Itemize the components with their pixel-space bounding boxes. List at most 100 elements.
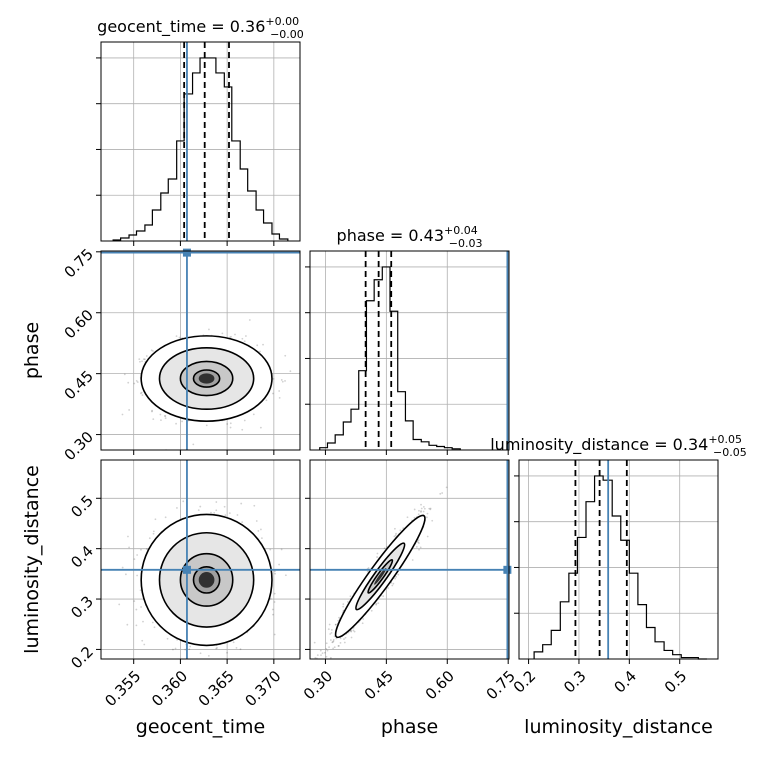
scatter-point — [334, 623, 337, 626]
contour-line — [140, 513, 273, 647]
scatter-point — [188, 648, 191, 651]
y-tick-label: 0.60 — [61, 306, 97, 342]
scatter-point — [172, 648, 174, 651]
scatter-point — [343, 641, 346, 644]
y-tick-label: 0.30 — [61, 428, 97, 464]
scatter-point — [240, 502, 243, 505]
scatter-point — [431, 519, 434, 522]
scatter-point — [278, 390, 281, 392]
contour-line — [158, 531, 255, 628]
scatter-point — [394, 527, 396, 530]
scatter-point — [150, 349, 153, 352]
scatter-point — [272, 613, 274, 616]
scatter-point — [333, 646, 336, 649]
x-tick-label: 0.355 — [101, 667, 144, 710]
hist-panel-phase: phase = 0.43+0.04 −0.03 — [305, 224, 510, 455]
scatter-point — [260, 537, 263, 540]
scatter-point — [211, 669, 213, 671]
scatter-point — [192, 443, 195, 446]
scatter-point — [325, 655, 328, 658]
scatter-point — [397, 573, 400, 576]
scatter-point — [376, 556, 379, 558]
scatter-point — [228, 512, 231, 515]
truth-marker — [182, 248, 191, 257]
scatter-point — [423, 507, 426, 510]
y-tick-label: 0.45 — [61, 367, 97, 403]
contour-line — [179, 360, 234, 397]
scatter-point — [154, 518, 157, 521]
scatter-point — [375, 602, 378, 605]
scatter-point — [223, 664, 225, 666]
scatter-point — [145, 548, 148, 550]
scatter-point — [445, 486, 448, 489]
y-tick-label: 0.75 — [61, 245, 97, 281]
scatter-point — [141, 394, 144, 396]
scatter-point — [229, 422, 232, 425]
panel-title-luminosity_distance: luminosity_distance = 0.34+0.05 −0.05 — [490, 433, 747, 459]
scatter-point — [248, 319, 251, 321]
scatter-point — [331, 641, 334, 644]
scatter-point — [139, 392, 142, 395]
scatter-point — [402, 527, 405, 530]
scatter-point — [121, 566, 124, 569]
scatter-point — [136, 574, 139, 577]
scatter-point — [139, 589, 142, 592]
scatter-point — [141, 360, 143, 363]
scatter-point — [164, 516, 167, 519]
scatter-point — [205, 424, 208, 427]
scatter-point — [144, 358, 146, 361]
scatter-point — [140, 548, 142, 551]
scatter-point — [338, 644, 340, 647]
scatter-point — [332, 640, 335, 643]
scatter-point — [387, 587, 389, 589]
scatter-point — [127, 381, 130, 384]
scatter-point — [221, 332, 224, 335]
scatter-point — [382, 595, 385, 598]
scatter-point — [176, 507, 178, 509]
scatter-panel-phase-luminosity_distance: 0.30 0.45 0.60 0.75 — [300, 459, 519, 703]
scatter-point — [419, 546, 422, 549]
scatter-point — [375, 603, 378, 606]
scatter-point — [269, 548, 272, 551]
scatter-point — [259, 426, 262, 429]
x-tick-label: 0.365 — [195, 667, 238, 710]
scatter-point — [136, 554, 139, 556]
scatter-point — [284, 574, 287, 577]
scatter-point — [152, 418, 155, 421]
scatter-point — [235, 646, 238, 649]
scatter-point — [274, 570, 276, 573]
scatter-point — [415, 545, 418, 548]
scatter-point — [426, 512, 429, 515]
scatter-point — [215, 501, 218, 503]
scatter-point — [164, 417, 167, 419]
scatter-point — [406, 516, 409, 519]
scatter-point — [226, 423, 229, 425]
scatter-point — [425, 516, 428, 519]
scatter-point — [328, 623, 331, 626]
title-main: phase = 0.43 — [337, 226, 444, 245]
scatter-point — [383, 547, 386, 550]
scatter-point — [325, 642, 328, 645]
scatter-point — [126, 623, 129, 626]
panel-content — [313, 486, 448, 659]
scatter-point — [376, 552, 379, 555]
scatter-point — [145, 355, 148, 357]
x-tick-label: 0.360 — [148, 667, 191, 710]
scatter-point — [207, 654, 210, 657]
scatter-point — [243, 340, 246, 343]
scatter-point — [259, 350, 261, 353]
scatter-point — [273, 633, 276, 636]
scatter-point — [230, 335, 232, 338]
histogram-luminosity_distance — [533, 475, 707, 660]
scatter-point — [241, 521, 244, 524]
scatter-point — [175, 422, 177, 425]
scatter-point — [127, 535, 129, 538]
contour-line — [158, 347, 255, 411]
scatter-point — [344, 636, 347, 639]
density-core — [198, 572, 215, 588]
axes-frame — [100, 459, 301, 660]
scatter-point — [256, 344, 259, 347]
scatter-point — [411, 559, 414, 561]
panel-title-phase: phase = 0.43+0.04 −0.03 — [337, 224, 483, 250]
